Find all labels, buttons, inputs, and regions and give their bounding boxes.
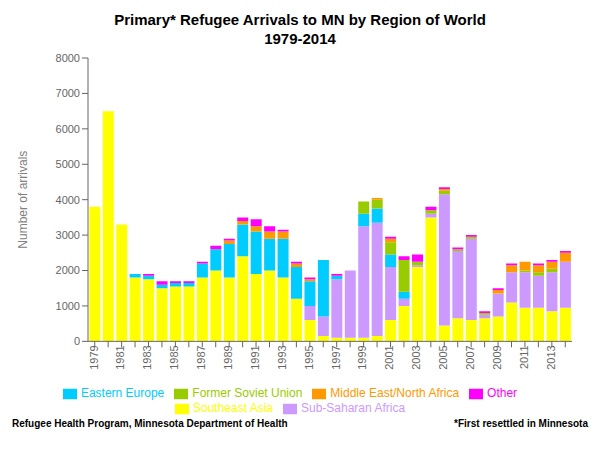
html-text:1979-2014: 1979-2014 xyxy=(264,30,336,47)
svg-text:4000: 4000 xyxy=(56,194,80,206)
html-text:Southeast Asia: Southeast Asia xyxy=(192,401,273,416)
svg-text:2000: 2000 xyxy=(56,264,80,276)
svg-text:1997: 1997 xyxy=(330,345,342,369)
svg-text:0: 0 xyxy=(74,335,80,347)
html-text:Other: Other xyxy=(487,386,518,401)
html-text:Sub-Saharan Africa: Sub-Saharan Africa xyxy=(301,401,406,416)
svg-text:2005: 2005 xyxy=(437,345,449,369)
svg-text:1999: 1999 xyxy=(356,345,368,369)
svg-text:1000: 1000 xyxy=(56,300,80,312)
svg-text:6000: 6000 xyxy=(56,123,80,135)
svg-text:Number of arrivals: Number of arrivals xyxy=(16,151,30,249)
html-text:Former Soviet Union: Former Soviet Union xyxy=(192,386,303,401)
svg-text:2001: 2001 xyxy=(383,345,395,369)
svg-text:2011: 2011 xyxy=(518,345,530,369)
svg-text:1993: 1993 xyxy=(276,345,288,369)
svg-text:7000: 7000 xyxy=(56,87,80,99)
svg-text:2003: 2003 xyxy=(410,345,422,369)
svg-text:3000: 3000 xyxy=(56,229,80,241)
html-text:*First resettled in Minnesota: *First resettled in Minnesota xyxy=(454,418,588,429)
svg-text:2007: 2007 xyxy=(464,345,476,369)
svg-text:2009: 2009 xyxy=(491,345,503,369)
svg-text:1981: 1981 xyxy=(114,345,126,369)
svg-text:1995: 1995 xyxy=(303,345,315,369)
html-text:Middle East/North Africa: Middle East/North Africa xyxy=(330,386,460,401)
svg-text:1983: 1983 xyxy=(141,345,153,369)
svg-text:1979: 1979 xyxy=(88,345,100,369)
html-text:Refugee Health Program, Minnes: Refugee Health Program, Minnesota Depart… xyxy=(12,418,288,429)
svg-text:8000: 8000 xyxy=(56,52,80,64)
html-text:Primary* Refugee Arrivals to M: Primary* Refugee Arrivals to MN by Regio… xyxy=(114,11,486,28)
svg-text:1991: 1991 xyxy=(249,345,261,369)
svg-text:1987: 1987 xyxy=(195,345,207,369)
svg-text:1989: 1989 xyxy=(222,345,234,369)
svg-text:2013: 2013 xyxy=(545,345,557,369)
svg-text:1985: 1985 xyxy=(168,345,180,369)
html-text:Eastern Europe: Eastern Europe xyxy=(80,386,165,401)
svg-text:5000: 5000 xyxy=(56,158,80,170)
